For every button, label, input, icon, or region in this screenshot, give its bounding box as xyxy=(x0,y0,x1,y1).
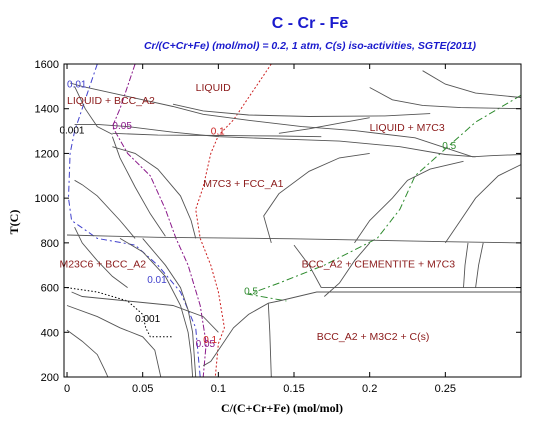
phase-boundaries xyxy=(66,70,522,378)
chart-title: C - Cr - Fe xyxy=(272,15,349,32)
y-tick-label: 1600 xyxy=(35,59,59,71)
y-tick-label: 1200 xyxy=(35,148,59,160)
iso-activity-label: 0.05 xyxy=(112,121,132,132)
x-tick-label: 0.1 xyxy=(211,383,226,395)
phase-boundary-line xyxy=(112,146,197,239)
phase-boundary-line xyxy=(119,238,194,378)
phase-boundary-line xyxy=(278,117,370,134)
phase-boundary-line xyxy=(422,70,522,98)
y-tick-label: 800 xyxy=(41,238,59,250)
plot-frame xyxy=(63,63,522,378)
phase-boundary-line xyxy=(111,136,166,237)
phase-boundary-line xyxy=(263,152,370,244)
iso-activity-label: 0.001 xyxy=(135,314,160,325)
phase-boundary-line xyxy=(463,242,469,288)
phase-boundary-line xyxy=(369,87,522,110)
phase-boundary-line xyxy=(112,132,322,138)
y-tick-label: 1400 xyxy=(35,104,59,116)
phase-boundary-line xyxy=(354,160,464,244)
phase-boundary-line xyxy=(293,244,322,288)
x-tick-label: 0.25 xyxy=(435,383,456,395)
phase-region-label: LIQUID xyxy=(196,82,231,94)
phase-boundary-line xyxy=(66,329,109,378)
phase-boundary-line xyxy=(74,179,136,239)
phase-region-label: BCC_A2 + M3C2 + C(s) xyxy=(317,331,430,343)
iso-activity-label: 0.001 xyxy=(59,125,84,136)
iso-activity-label: 0.1 xyxy=(203,335,217,346)
phase-boundary-line xyxy=(74,86,113,135)
x-tick-label: 0 xyxy=(64,383,70,395)
iso-activity-line xyxy=(111,63,207,378)
phase-boundary-line xyxy=(172,103,431,117)
iso-activity-label: 0.05 xyxy=(196,339,216,350)
y-axis-label: T(C) xyxy=(7,210,21,235)
phase-boundary-line xyxy=(74,123,476,158)
phase-boundary-line xyxy=(71,291,219,333)
phase-boundary-line xyxy=(475,242,484,288)
iso-activity-label: 0.1 xyxy=(211,126,225,137)
phase-boundary-line xyxy=(324,242,371,297)
phase-region-labels: LIQUID LIQUID + BCC_A2 LIQUID + M7C3 M7C3 +… xyxy=(59,82,455,343)
y-tick-label: 400 xyxy=(41,327,59,339)
iso-activity-label: 0.5 xyxy=(244,286,258,297)
phase-boundary-line xyxy=(66,234,522,244)
x-axis: 0 0.05 0.1 0.15 0.2 0.25 xyxy=(64,64,456,395)
phase-region-label: M7C3 + FCC_A1 xyxy=(203,178,283,190)
phase-boundary-line xyxy=(142,238,197,378)
phase-region-label: LIQUID + BCC_A2 xyxy=(67,95,155,107)
iso-activity-label: 0.5 xyxy=(442,141,456,152)
iso-activity-label: 0.01 xyxy=(147,275,167,286)
iso-activity-label: 0.01 xyxy=(67,79,87,90)
y-axis: 200 400 600 800 1000 1200 1400 1600 xyxy=(35,59,521,384)
iso-activity-lines xyxy=(66,63,522,378)
chart-subtitle: Cr/(C+Cr+Fe) (mol/mol) = 0.2, 1 atm, C(s… xyxy=(144,40,477,52)
iso-activity-line xyxy=(195,63,272,378)
phase-region-label: LIQUID + M7C3 xyxy=(370,122,445,134)
y-tick-label: 600 xyxy=(41,283,59,295)
phase-region-label: M23C6 + BCC_A2 xyxy=(59,258,146,270)
iso-activity-line xyxy=(67,63,201,378)
x-tick-label: 0.05 xyxy=(132,383,153,395)
phase-boundary-line xyxy=(444,164,522,244)
x-tick-label: 0.2 xyxy=(362,383,377,395)
iso-activity-line xyxy=(246,94,522,302)
x-tick-label: 0.15 xyxy=(283,383,304,395)
x-axis-label: C/(C+Cr+Fe) (mol/mol) xyxy=(221,401,343,415)
phase-boundary-line xyxy=(202,291,521,367)
phase-boundary-line xyxy=(267,303,272,378)
y-tick-label: 1000 xyxy=(35,193,59,205)
phase-boundary-line xyxy=(74,227,128,288)
phase-region-label: BCC_A2 + CEMENTITE + M7C3 xyxy=(302,258,456,270)
plot-area: LIQUID LIQUID + BCC_A2 LIQUID + M7C3 M7C3 +… xyxy=(59,63,522,378)
y-tick-label: 200 xyxy=(41,372,59,384)
iso-activity-line xyxy=(66,287,173,338)
phase-boundary-line xyxy=(66,305,162,378)
